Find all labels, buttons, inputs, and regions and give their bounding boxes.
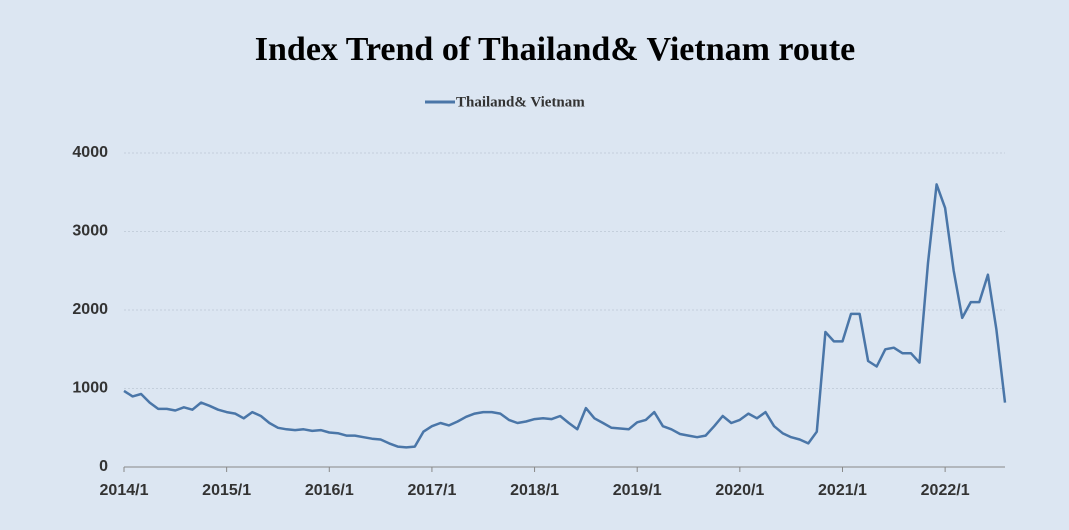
x-tick-label: 2021/1 (818, 482, 867, 499)
x-tick-label: 2022/1 (921, 482, 970, 499)
chart-title: Index Trend of Thailand& Vietnam route (255, 31, 855, 68)
x-tick-label: 2018/1 (510, 482, 559, 499)
x-tick-label: 2017/1 (407, 482, 456, 499)
y-tick-label: 0 (99, 458, 108, 475)
x-tick-label: 2019/1 (613, 482, 662, 499)
line (123, 183, 1007, 449)
y-tick-label: 3000 (72, 223, 108, 240)
x-tick-label: 2016/1 (305, 482, 354, 499)
y-tick-label: 4000 (72, 144, 108, 161)
x-tick-label: 2020/1 (715, 482, 764, 499)
y-tick-label: 2000 (72, 301, 108, 318)
x-tick-label: 2015/1 (202, 482, 251, 499)
x-tick-label: 2014/1 (100, 482, 149, 499)
legend-label: Thailand& Vietnam (456, 94, 585, 110)
y-tick-label: 1000 (72, 380, 108, 397)
